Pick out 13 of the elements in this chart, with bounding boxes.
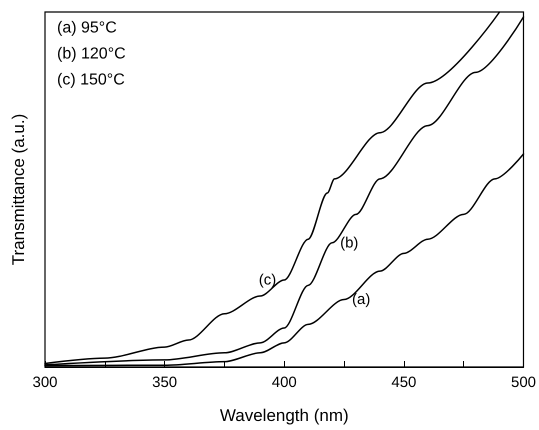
- x-tick-label: 500: [510, 374, 536, 391]
- y-axis-title: Transmittance (a.u.): [9, 114, 28, 266]
- x-tick-label: 400: [272, 374, 297, 391]
- series-label: (b): [340, 234, 358, 252]
- x-axis-title: Wavelength (nm): [220, 406, 349, 425]
- series-label: (a): [352, 291, 370, 308]
- annotation: (a) 95°C: [57, 20, 117, 36]
- x-tick-label: 300: [32, 374, 58, 391]
- x-tick-label: 450: [391, 374, 416, 391]
- x-tick-label: 350: [152, 374, 178, 391]
- series-label: (c): [258, 272, 276, 289]
- annotation: (b) 120°C: [57, 46, 126, 62]
- annotation: (c) 150°C: [57, 72, 125, 88]
